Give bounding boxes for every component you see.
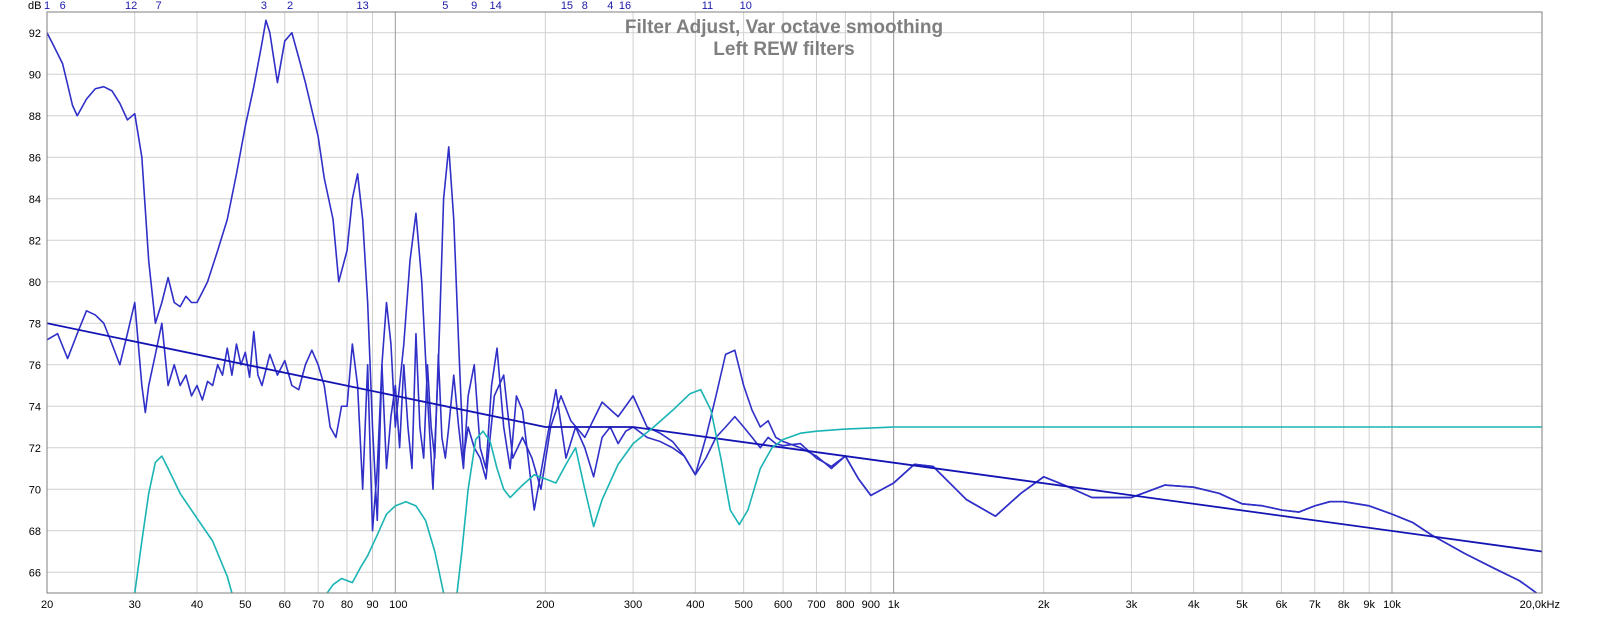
x-tick-label: 80 <box>341 599 353 611</box>
x-tick-label: 40 <box>191 599 203 611</box>
filter-marker-label: 8 <box>582 0 588 12</box>
filter-marker-label: 15 <box>561 0 573 12</box>
filter-marker-label: 1 <box>44 0 50 12</box>
y-tick-label: 84 <box>29 194 41 206</box>
y-tick-label: 72 <box>29 443 41 455</box>
x-tick-label: 600 <box>774 599 792 611</box>
y-tick-labels: 66 68 70 72 74 76 78 80 82 84 86 88 90 92 <box>29 28 41 580</box>
y-tick-label: 88 <box>29 111 41 123</box>
y-tick-label: 78 <box>29 318 41 330</box>
y-tick-label: 74 <box>29 401 41 413</box>
x-tick-label: 90 <box>366 599 378 611</box>
filter-marker-label: 6 <box>60 0 66 12</box>
y-tick-label: 70 <box>29 484 41 496</box>
y-tick-label: 86 <box>29 152 41 164</box>
x-tick-label: 400 <box>686 599 704 611</box>
x-tick-label: 10k <box>1383 599 1401 611</box>
plot-background <box>47 12 1542 593</box>
chart-subtitle: Left REW filters <box>713 39 854 60</box>
filter-marker-label: 9 <box>471 0 477 12</box>
filter-marker-label: 14 <box>490 0 502 12</box>
y-tick-label: 92 <box>29 28 41 40</box>
x-tick-label: 20,0kHz <box>1520 599 1560 611</box>
x-tick-label: 500 <box>734 599 752 611</box>
x-tick-label: 1k <box>888 599 900 611</box>
x-tick-label: 4k <box>1188 599 1200 611</box>
y-tick-label: 82 <box>29 235 41 247</box>
x-tick-label: 7k <box>1309 599 1321 611</box>
x-tick-label: 300 <box>624 599 642 611</box>
y-tick-label: 90 <box>29 69 41 81</box>
series-layer <box>47 19 1542 593</box>
x-tick-label: 8k <box>1338 599 1350 611</box>
plot-frame <box>46 11 1543 594</box>
x-tick-label: 6k <box>1276 599 1288 611</box>
x-tick-label: 20 <box>41 599 53 611</box>
x-tick-label: 700 <box>807 599 825 611</box>
series-line-filters <box>133 388 1542 593</box>
x-tick-label: 30 <box>129 599 141 611</box>
y-tick-label: 66 <box>29 567 41 579</box>
filter-marker-label: 7 <box>156 0 162 12</box>
y-tick-label: 80 <box>29 277 41 289</box>
chart-title: Filter Adjust, Var octave smoothing <box>625 17 943 38</box>
filter-marker-label: 5 <box>442 0 448 12</box>
x-tick-label: 200 <box>536 599 554 611</box>
x-tick-label: 70 <box>312 599 324 611</box>
x-tick-label: 60 <box>279 599 291 611</box>
filter-marker-label: 4 <box>607 0 613 12</box>
filter-marker-label: 16 <box>619 0 631 12</box>
filter-marker-label: 12 <box>125 0 137 12</box>
series-line-target <box>47 322 1542 553</box>
x-tick-labels: 20 30 40 50 60 70 80 90 100 200 300 400 500 600 700 800… <box>41 599 1560 611</box>
filter-marker-label: 13 <box>357 0 369 12</box>
x-tick-label: 100 <box>389 599 407 611</box>
filter-marker-label: 2 <box>287 0 293 12</box>
filter-marker-label: 3 <box>261 0 267 12</box>
filter-markers: 1 6 12 7 3 2 13 5 9 14 15 8 4 16 11 10 <box>44 0 752 12</box>
series-line-measurement_smoothed <box>47 301 1538 593</box>
x-tick-label: 800 <box>836 599 854 611</box>
x-tick-label: 9k <box>1363 599 1375 611</box>
filter-marker-label: 11 <box>702 0 713 12</box>
x-tick-label: 2k <box>1038 599 1050 611</box>
y-tick-label: 68 <box>29 526 41 538</box>
x-tick-label: 50 <box>239 599 251 611</box>
y-axis-unit-label: dB <box>28 0 41 12</box>
y-tick-label: 76 <box>29 360 41 372</box>
x-tick-label: 5k <box>1236 599 1248 611</box>
x-tick-label: 3k <box>1126 599 1138 611</box>
x-tick-label: 900 <box>862 599 880 611</box>
grid-layer <box>47 12 1542 593</box>
filter-marker-label: 10 <box>740 0 752 12</box>
